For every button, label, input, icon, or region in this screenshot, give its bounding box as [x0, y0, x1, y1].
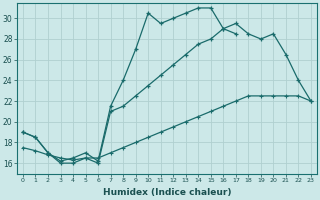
- X-axis label: Humidex (Indice chaleur): Humidex (Indice chaleur): [103, 188, 231, 197]
